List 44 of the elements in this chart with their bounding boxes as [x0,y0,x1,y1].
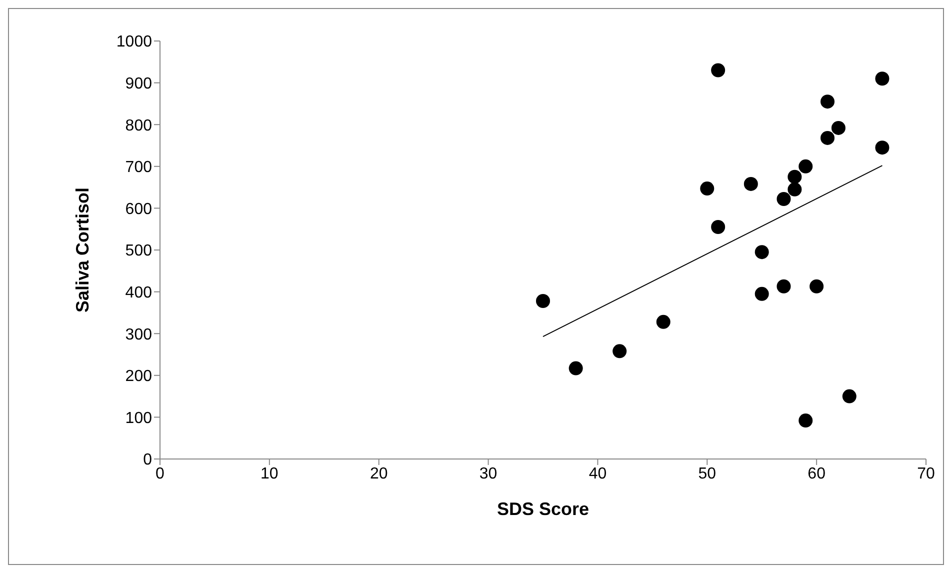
point [744,176,758,191]
y-tick-label: 100 [125,410,152,427]
point [820,94,835,109]
point [875,140,890,155]
point [612,344,627,358]
point [810,279,824,294]
x-tick-label: 50 [698,465,716,482]
x-tick-label: 70 [917,465,935,482]
y-tick-label: 300 [125,326,152,344]
x-tick-label: 60 [808,465,826,482]
point [754,245,769,260]
y-tick-label: 900 [125,75,152,92]
point [788,182,802,196]
point [536,294,550,308]
y-tick-label: 800 [125,117,152,134]
y-tick-label: 200 [125,368,152,386]
x-tick-label: 0 [156,465,165,482]
x-tick-label: 10 [260,465,278,482]
x-axis-title: SDS Score [496,499,590,519]
x-tick-label: 20 [370,465,388,482]
y-tick-label: 500 [125,242,152,260]
point [842,389,856,404]
point [711,63,726,78]
point [776,192,791,206]
point [831,120,846,135]
point [754,286,769,301]
x-tick-label: 30 [479,465,498,482]
point [776,279,791,294]
point [798,414,813,428]
point [711,220,726,234]
point [700,182,714,196]
y-tick-label: 1000 [116,34,152,51]
point [568,361,583,376]
point [820,130,835,145]
y-tick-label: 400 [125,284,152,302]
point [656,314,670,329]
y-axis-title: Saliva Cortisol [72,187,92,313]
y-tick-label: 0 [143,452,152,469]
point [788,170,802,184]
y-tick-label: 700 [125,159,152,176]
y-tick-label: 600 [125,200,152,218]
x-tick-label: 40 [588,465,607,482]
point [798,159,813,174]
point [875,72,890,86]
